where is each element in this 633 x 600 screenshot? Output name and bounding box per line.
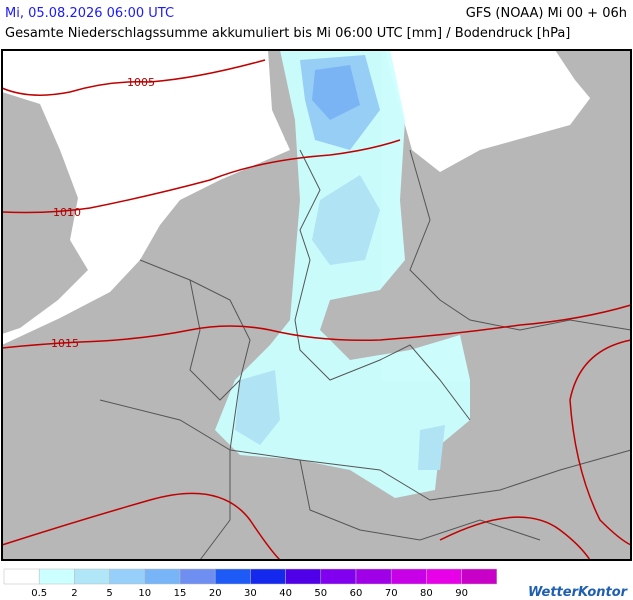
legend-label: 90 — [455, 588, 468, 599]
isobar — [1, 492, 281, 561]
subtitle: Gesamte Niederschlagssumme akkumuliert b… — [5, 26, 571, 41]
border — [139, 259, 632, 501]
legend-swatch — [390, 568, 427, 585]
border — [99, 399, 231, 561]
border — [299, 459, 541, 541]
precip-heavy — [312, 65, 360, 120]
isobar — [569, 339, 632, 546]
logo: WetterKontor — [528, 585, 629, 600]
precip-moderate — [235, 370, 280, 445]
legend-swatch — [74, 568, 110, 585]
legend-swatch — [109, 568, 146, 585]
precipitation — [215, 50, 470, 498]
isobars: 1005 1010 1015 — [1, 59, 632, 561]
legend-swatch — [355, 568, 392, 585]
legend-label: 30 — [244, 588, 257, 599]
legend-label: 15 — [174, 588, 187, 599]
legend: 0.5 2 5 10 15 20 30 40 50 60 70 80 90 — [3, 568, 498, 599]
isobar — [1, 304, 632, 349]
border — [189, 279, 241, 401]
isobar-label: 1005 — [127, 76, 155, 89]
legend-label: 80 — [420, 588, 433, 599]
legend-swatch — [320, 568, 357, 585]
sea — [385, 50, 600, 172]
datetime: Mi, 05.08.2026 06:00 UTC — [5, 6, 175, 21]
land — [2, 92, 88, 334]
model-run: GFS (NOAA) Mi 00 + 06h — [465, 6, 627, 21]
legend-label: 70 — [385, 588, 398, 599]
legend-swatch — [38, 568, 75, 585]
legend-swatch — [179, 568, 216, 585]
isobar-label: 1015 — [51, 337, 79, 350]
legend-label: 2 — [71, 588, 77, 599]
precip-light — [215, 50, 470, 498]
border — [294, 149, 471, 421]
precip-moderate — [418, 425, 445, 470]
legend-swatch — [3, 568, 40, 585]
isobar — [439, 516, 591, 561]
legend-label: 10 — [138, 588, 151, 599]
map-frame — [1, 49, 632, 561]
legend-label: 50 — [314, 588, 327, 599]
legend-label: 5 — [106, 588, 112, 599]
legend-swatch — [214, 568, 251, 585]
precip-moderate — [312, 175, 380, 265]
isobar — [1, 59, 266, 96]
legend-swatch — [461, 568, 498, 585]
legend-label: 0.5 — [31, 588, 47, 599]
legend-swatch — [426, 568, 462, 585]
legend-label: 20 — [209, 588, 222, 599]
legend-swatch — [285, 568, 322, 585]
isobar-label: 1010 — [53, 206, 81, 219]
legend-label: 40 — [279, 588, 292, 599]
legend-swatch — [144, 568, 181, 585]
border — [409, 149, 632, 331]
land — [555, 50, 631, 110]
isobar — [1, 139, 401, 214]
borders — [99, 149, 632, 561]
legend-label: 60 — [350, 588, 363, 599]
legend-swatch — [250, 568, 286, 585]
